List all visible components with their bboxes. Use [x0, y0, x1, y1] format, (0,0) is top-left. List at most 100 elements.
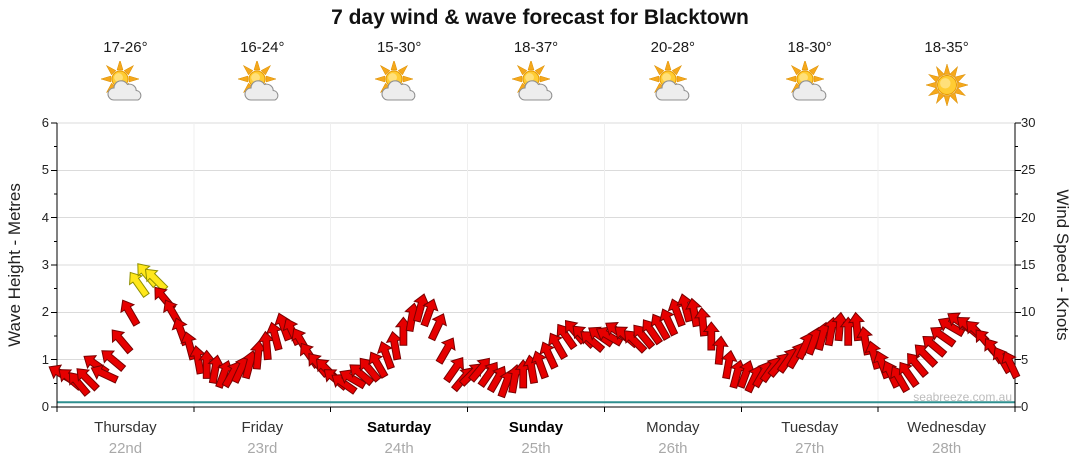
- weather-icon: [921, 61, 973, 109]
- wind-arrow: [420, 298, 439, 328]
- day-name: Saturday: [367, 419, 432, 436]
- sun-cloud-icon: [647, 59, 690, 101]
- wind-arrow: [864, 340, 882, 370]
- day-label: Sunday 25th: [468, 419, 605, 457]
- wind-arrow: [539, 341, 559, 370]
- chart-title: 7 day wind & wave forecast for Blacktown: [331, 6, 749, 29]
- wind-arrow: [376, 340, 395, 370]
- sun-cloud-icon: [100, 59, 142, 101]
- day-date: 23rd: [247, 440, 278, 457]
- weather-icon: [784, 59, 836, 109]
- day-forecast-column: 15-30°: [331, 38, 468, 109]
- wind-arrow: [101, 350, 127, 373]
- right-axis-tick-label: 15: [1021, 257, 1036, 272]
- temperature-range: 18-30°: [787, 39, 832, 56]
- wind-arrow: [129, 271, 150, 299]
- wind-arrow: [685, 297, 702, 328]
- day-name: Friday: [241, 419, 284, 436]
- left-axis-tick-label: 1: [41, 351, 49, 367]
- day-labels-row: Thursday 22nd Friday 23rd Saturday 24th …: [57, 419, 1015, 457]
- wind-arrow: [120, 299, 141, 327]
- day-label: Friday 23rd: [194, 419, 331, 457]
- wind-arrow: [548, 332, 569, 361]
- day-forecast-column: 17-26°: [57, 38, 194, 109]
- wind-arrow: [90, 364, 119, 384]
- left-axis-tick-label: 3: [41, 257, 49, 272]
- wind-arrows: [48, 263, 1021, 399]
- weather-icon: [99, 59, 151, 109]
- day-name: Sunday: [508, 419, 564, 436]
- temperature-range: 18-37°: [513, 39, 559, 56]
- day-forecast-column: 16-24°: [194, 38, 331, 109]
- cloud-shape: [244, 80, 279, 101]
- day-forecast-column: 18-30°: [741, 38, 878, 109]
- cloud-shape: [655, 80, 690, 101]
- wind-arrow: [76, 368, 100, 392]
- left-axis-tick-label: 5: [41, 162, 49, 178]
- day-name: Wednesday: [907, 419, 987, 436]
- cloud-shape: [518, 80, 553, 101]
- sun-icon: [924, 63, 969, 107]
- right-axis-tick-label: 30: [1021, 115, 1036, 130]
- weather-icon: [647, 59, 699, 109]
- watermark: seabreeze.com.au: [913, 390, 1012, 404]
- right-axis-title: Wind Speed - Knots: [1053, 189, 1072, 341]
- days-header-row: 17-26° 16-24° 15-30° 18-37° 20-28° 18-30…: [57, 38, 1015, 109]
- wind-arrow: [702, 321, 720, 351]
- day-label: Monday 26th: [604, 419, 741, 457]
- left-axis-tick-label: 6: [41, 115, 49, 130]
- wind-arrow: [530, 350, 549, 380]
- day-forecast-column: 18-37°: [468, 38, 605, 109]
- day-label: Tuesday 27th: [741, 419, 878, 457]
- left-axis-tick-label: 4: [41, 209, 49, 225]
- wind-arrow: [720, 349, 738, 380]
- weather-icon: [236, 59, 288, 109]
- left-axis-tick-label: 0: [41, 399, 49, 414]
- day-date: 25th: [521, 440, 551, 457]
- day-date: 28th: [931, 440, 962, 457]
- day-date: 22nd: [108, 440, 143, 457]
- day-date: 26th: [658, 440, 688, 457]
- cloud-shape: [792, 80, 827, 101]
- right-axis-tick-label: 25: [1021, 162, 1036, 178]
- day-label: Wednesday 28th: [878, 419, 1015, 457]
- right-axis-tick-label: 0: [1021, 399, 1029, 414]
- cloud-shape: [381, 80, 416, 101]
- day-name: Monday: [646, 419, 700, 436]
- sun-cloud-icon: [784, 59, 827, 101]
- right-axis-tick-label: 5: [1021, 351, 1029, 367]
- temperature-range: 18-35°: [924, 39, 969, 56]
- day-label: Thursday 22nd: [57, 419, 194, 457]
- temperature-range: 15-30°: [376, 39, 422, 56]
- day-date: 27th: [795, 440, 825, 457]
- wind-arrow: [111, 329, 134, 355]
- wind-arrow: [711, 335, 729, 365]
- right-axis-tick-label: 10: [1021, 304, 1036, 320]
- wind-arrow: [1001, 350, 1021, 380]
- wind-arrow: [907, 353, 929, 379]
- weather-icon: [510, 59, 562, 109]
- sun-cloud-icon: [237, 59, 279, 101]
- sun-core: [924, 63, 969, 107]
- axes: [51, 122, 1021, 412]
- day-name: Tuesday: [781, 419, 839, 436]
- day-label: Saturday 24th: [331, 419, 468, 457]
- wind-arrow: [435, 337, 456, 365]
- wind-arrow: [368, 351, 389, 379]
- sun-cloud-icon: [374, 59, 416, 101]
- temperature-range: 16-24°: [240, 39, 285, 56]
- right-axis-tick-label: 20: [1021, 209, 1036, 225]
- sun-cloud-icon: [511, 59, 553, 101]
- wind-arrow: [659, 308, 679, 337]
- day-forecast-column: 20-28°: [604, 38, 741, 109]
- day-name: Thursday: [94, 419, 157, 436]
- wind-arrow: [265, 321, 283, 352]
- temperature-range: 17-26°: [103, 39, 148, 56]
- temperature-range: 20-28°: [650, 39, 696, 56]
- wind-arrow: [427, 313, 448, 342]
- left-axis-tick-label: 2: [41, 304, 49, 320]
- wind-arrow: [898, 361, 920, 389]
- day-date: 24th: [384, 440, 414, 457]
